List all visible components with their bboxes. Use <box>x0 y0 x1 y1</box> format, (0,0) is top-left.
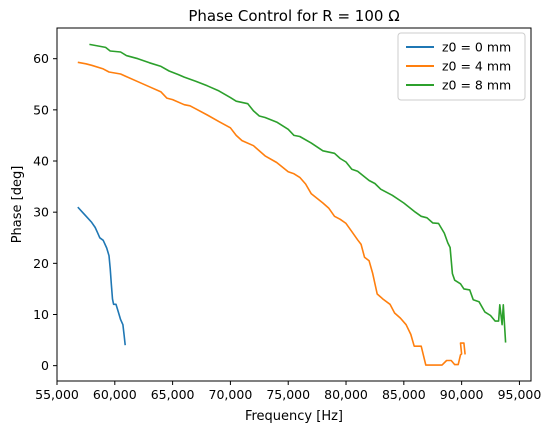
y-tick-label: 10 <box>33 307 49 322</box>
series-line-3 <box>89 43 507 343</box>
x-tick-label: 75,000 <box>266 387 310 402</box>
x-tick-label: 60,000 <box>93 387 137 402</box>
y-tick-label: 50 <box>33 102 49 117</box>
y-tick-label: 20 <box>33 256 49 271</box>
legend-box <box>397 32 526 101</box>
x-tick-label: 90,000 <box>440 387 484 402</box>
legend-label: z0 = 4 mm <box>442 59 511 74</box>
y-tick-label: 40 <box>33 154 49 169</box>
x-tick-label: 55,000 <box>35 387 79 402</box>
x-axis-label: Frequency [Hz] <box>245 409 343 424</box>
series-line-1 <box>77 206 126 346</box>
y-tick-label: 0 <box>41 358 49 373</box>
chart-title: Phase Control for R = 100 Ω <box>188 7 399 25</box>
legend-label: z0 = 8 mm <box>442 78 511 93</box>
x-tick-label: 80,000 <box>324 387 368 402</box>
x-axis: 55,000 60,000 65,000 70,000 75,000 80,000 85,0… <box>35 381 541 402</box>
y-axis: 0 10 20 30 40 50 60 <box>33 51 57 373</box>
y-tick-label: 30 <box>33 205 49 220</box>
x-tick-label: 85,000 <box>382 387 426 402</box>
legend-label: z0 = 0 mm <box>442 40 511 55</box>
x-tick-label: 65,000 <box>151 387 195 402</box>
legend: z0 = 0 mm z0 = 4 mm z0 = 8 mm <box>397 32 526 101</box>
x-tick-label: 70,000 <box>209 387 253 402</box>
series-layer <box>77 43 507 366</box>
x-tick-label: 95,000 <box>498 387 542 402</box>
y-axis-label: Phase [deg] <box>10 166 25 244</box>
plot-frame <box>56 27 532 382</box>
y-tick-label: 60 <box>33 51 49 66</box>
series-line-2 <box>77 61 466 366</box>
